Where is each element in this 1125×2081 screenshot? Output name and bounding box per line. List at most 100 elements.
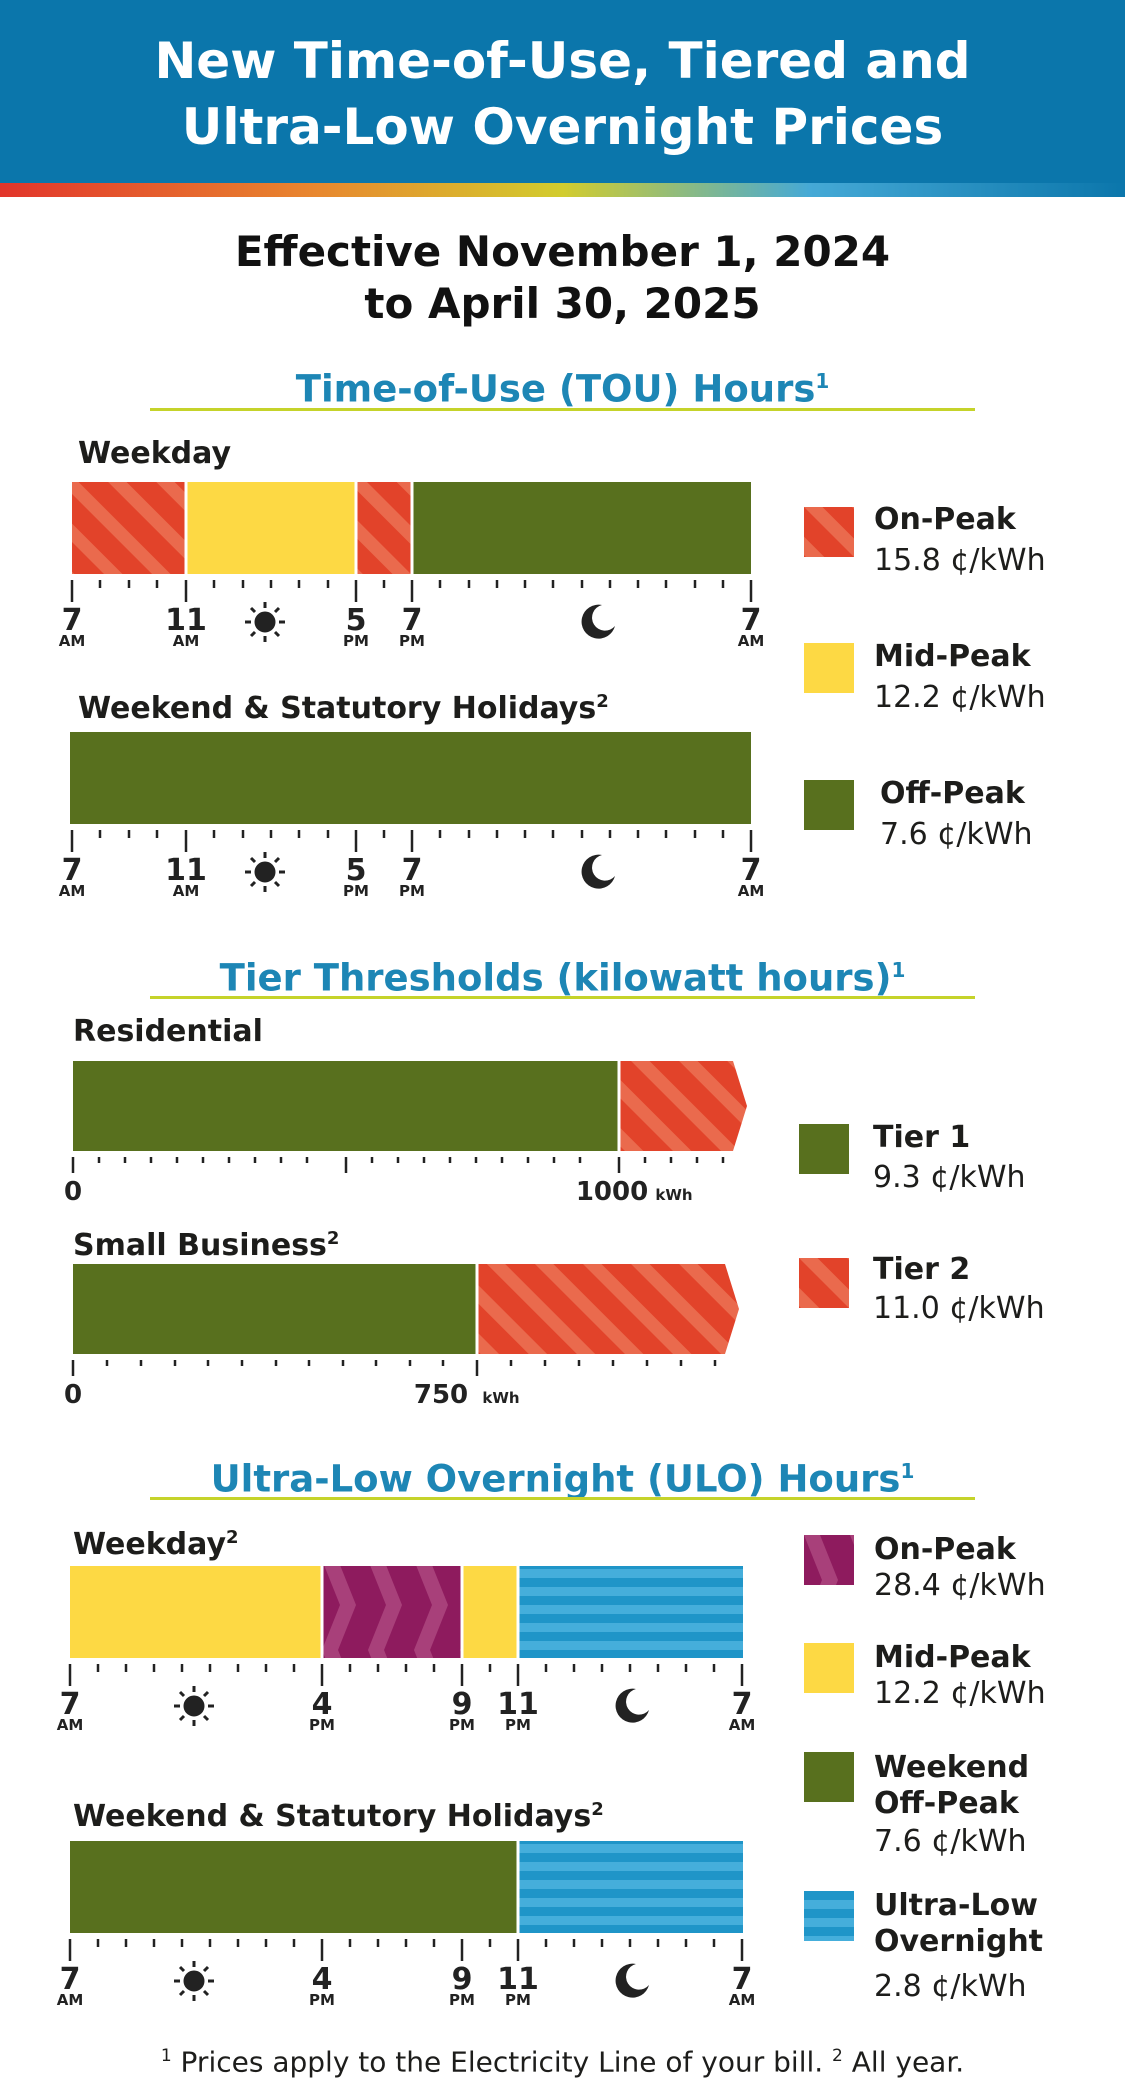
ulo-weekend-tick-2: 4 [312, 1962, 333, 1997]
tier-small-business-tier1 [73, 1264, 476, 1354]
ulo-weekday-tick-5: 7 [732, 1687, 753, 1722]
ulo-weekend-tick-5: 7 [732, 1962, 753, 1997]
tou-weekend-tick-4: 7 [402, 853, 423, 888]
ulo-weekend-tick-1-ampm: AM [57, 1991, 84, 2009]
ulo-weekday-tick-5-ampm: AM [729, 1716, 756, 1734]
legend-weekend-off-peak-name-1: Weekend [874, 1750, 1030, 1785]
tier-section-title: Tier Thresholds (kilowatt hours)1 [150, 947, 975, 1001]
effective-dates: Effective November 1, 2024 to April 30, … [0, 226, 1125, 330]
title-line-1: New Time-of-Use, Tiered and [154, 32, 971, 90]
legend-ulo-mid-peak-swatch [804, 1643, 854, 1693]
ulo-weekday-axis [68, 1664, 744, 1686]
ulo-weekend-label: Weekend & Statutory Holidays2 [73, 1792, 604, 1835]
ulo-weekend-off-peak [70, 1841, 518, 1933]
legend-tier2-swatch [799, 1258, 849, 1308]
ulo-weekday-mid-peak-1 [70, 1566, 322, 1658]
ulo-weekday-tick-3-ampm: PM [449, 1716, 475, 1734]
moon-icon [615, 1688, 649, 1723]
legend-ulo-mid-peak-name: Mid-Peak [874, 1640, 1031, 1675]
footnote-text-1: Prices apply to the Electricity Line of … [171, 2045, 833, 2079]
ulo-weekend-label-text: Weekend & Statutory Holidays [73, 1799, 592, 1834]
legend-on-peak-swatch [804, 507, 854, 557]
legend-off-peak-swatch [804, 780, 854, 830]
legend-on-peak-price: 15.8 ¢/kWh [874, 543, 1046, 578]
tou-title-text: Time-of-Use (TOU) Hours [295, 367, 816, 411]
title-line-2: Ultra-Low Overnight Prices [181, 98, 944, 156]
tou-weekend-axis [70, 830, 753, 852]
tou-weekday-label: Weekday [78, 436, 232, 471]
legend-ulo-on-peak-price: 28.4 ¢/kWh [874, 1568, 1046, 1603]
tou-weekday-tick-2-ampm: AM [173, 632, 200, 650]
legend-ultra-low-name-2: Overnight [874, 1924, 1044, 1959]
tou-weekend-tick-2: 11 [165, 853, 207, 888]
ulo-weekend-tick-1: 7 [60, 1962, 81, 1997]
legend-weekend-off-peak-price: 7.6 ¢/kWh [874, 1824, 1027, 1859]
tou-weekend-tick-2-ampm: AM [173, 882, 200, 900]
ulo-weekday-tick-3: 9 [452, 1687, 473, 1722]
tier-small-business-axis [71, 1360, 717, 1376]
ulo-weekday-label-text: Weekday [73, 1527, 227, 1562]
tou-weekend-chart: 7 AM 11 AM 5 PM 7 PM 7 AM [59, 732, 765, 900]
tier-residential-zero: 0 [64, 1177, 82, 1207]
tier-small-business-zero: 0 [64, 1380, 82, 1410]
legend-off-peak-price: 7.6 ¢/kWh [880, 817, 1033, 852]
tier-small-business-threshold: 750 [414, 1380, 468, 1410]
ulo-weekday-chart: 7 AM 4 PM 9 PM 11 PM 7 AM [57, 1566, 756, 1734]
tier-residential-axis [71, 1157, 725, 1173]
ulo-section-title: Ultra-Low Overnight (ULO) Hours1 [150, 1448, 975, 1502]
tou-weekday-tick-1-ampm: AM [59, 632, 86, 650]
tier-small-business-unit: kWh [482, 1389, 519, 1407]
tou-weekday-tick-4: 7 [402, 603, 423, 638]
tou-weekday-tick-5: 7 [741, 603, 762, 638]
legend-tier1-swatch [799, 1124, 849, 1174]
ulo-weekday-on-peak [322, 1566, 462, 1658]
legend-mid-peak-price: 12.2 ¢/kWh [874, 680, 1046, 715]
ulo-weekday-tick-2: 4 [312, 1687, 333, 1722]
ulo-weekday-mid-peak-2 [462, 1566, 518, 1658]
sun-icon [174, 1686, 214, 1726]
tou-weekend-tick-1: 7 [62, 853, 83, 888]
tou-weekday-chart: 7 AM 11 AM 5 PM 7 PM 7 AM [59, 482, 764, 650]
tou-weekend-tick-1-ampm: AM [59, 882, 86, 900]
ulo-weekday-tick-4-ampm: PM [505, 1716, 531, 1734]
tou-weekday-tick-4-ampm: PM [399, 632, 425, 650]
tier-residential-unit: kWh [655, 1186, 692, 1204]
ulo-weekend-chart: 7 AM 4 PM 9 PM 11 PM 7 AM [57, 1841, 755, 2009]
footnote: 1 Prices apply to the Electricity Line o… [0, 2038, 1125, 2080]
legend-tier1-price: 9.3 ¢/kWh [873, 1160, 1026, 1195]
tou-weekend-tick-5-ampm: AM [738, 882, 765, 900]
legend-tier1-name: Tier 1 [873, 1120, 971, 1155]
legend-tier2-name: Tier 2 [873, 1252, 971, 1287]
legend-ulo-on-peak-name: On-Peak [874, 1532, 1016, 1567]
ulo-weekend-tick-3-ampm: PM [449, 1991, 475, 2009]
legend-tier2-price: 11.0 ¢/kWh [873, 1291, 1045, 1326]
ulo-title-sup: 1 [900, 1459, 915, 1483]
moon-icon [581, 854, 615, 889]
tou-weekday-mid-peak [186, 482, 356, 574]
ulo-weekday-ultra-low [518, 1566, 743, 1658]
tou-weekend-sup: 2 [596, 691, 609, 712]
page-title: New Time-of-Use, Tiered and Ultra-Low Ov… [0, 28, 1125, 160]
tou-weekday-off-peak [412, 482, 751, 574]
ulo-weekday-tick-1-ampm: AM [57, 1716, 84, 1734]
tou-weekend-tick-4-ampm: PM [399, 882, 425, 900]
legend-ultra-low-name-1: Ultra-Low [874, 1888, 1038, 1923]
tou-weekend-label-text: Weekend & Statutory Holidays [78, 691, 597, 726]
tier-residential-threshold: 1000 [576, 1177, 648, 1207]
tier-title-sup: 1 [891, 958, 906, 982]
tou-title-rule [150, 408, 975, 411]
tier-small-business-tier2 [478, 1264, 739, 1354]
tier-small-business-label: Small Business2 [73, 1221, 339, 1264]
ulo-weekend-axis [68, 1939, 744, 1961]
tou-weekday-axis [70, 580, 753, 602]
tou-weekend-tick-3-ampm: PM [343, 882, 369, 900]
legend-ulo-mid-peak-price: 12.2 ¢/kWh [874, 1676, 1046, 1711]
tier-title-rule [150, 996, 975, 999]
tou-weekend-off-peak [70, 732, 751, 824]
legend-mid-peak-name: Mid-Peak [874, 639, 1031, 674]
legend-ultra-low-swatch [804, 1891, 854, 1941]
tou-title-sup: 1 [815, 369, 830, 393]
ulo-weekend-tick-2-ampm: PM [309, 1991, 335, 2009]
rainbow-stripe [0, 183, 1125, 197]
ulo-weekend-tick-4: 11 [497, 1962, 539, 1997]
